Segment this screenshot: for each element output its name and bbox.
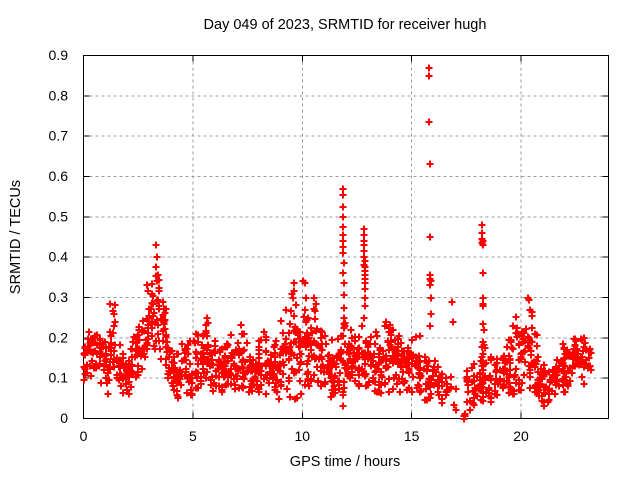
svg-text:0.5: 0.5	[49, 208, 69, 224]
svg-text:0.9: 0.9	[49, 47, 69, 63]
svg-text:0.7: 0.7	[49, 128, 69, 144]
svg-text:0.1: 0.1	[49, 370, 69, 386]
chart-title: Day 049 of 2023, SRMTID for receiver hug…	[203, 17, 487, 33]
svg-text:10: 10	[294, 428, 310, 444]
svg-text:20: 20	[513, 428, 529, 444]
x-axis-label: GPS time / hours	[289, 454, 401, 470]
svg-text:0: 0	[80, 428, 88, 444]
svg-text:15: 15	[404, 428, 420, 444]
svg-text:5: 5	[189, 428, 197, 444]
svg-text:0: 0	[60, 410, 68, 426]
svg-text:0.2: 0.2	[49, 329, 69, 345]
svg-text:0.3: 0.3	[49, 289, 69, 305]
svg-text:0.6: 0.6	[49, 168, 69, 184]
scatter-points	[80, 64, 595, 423]
svg-text:0.8: 0.8	[49, 87, 69, 103]
svg-text:0.4: 0.4	[49, 249, 69, 265]
